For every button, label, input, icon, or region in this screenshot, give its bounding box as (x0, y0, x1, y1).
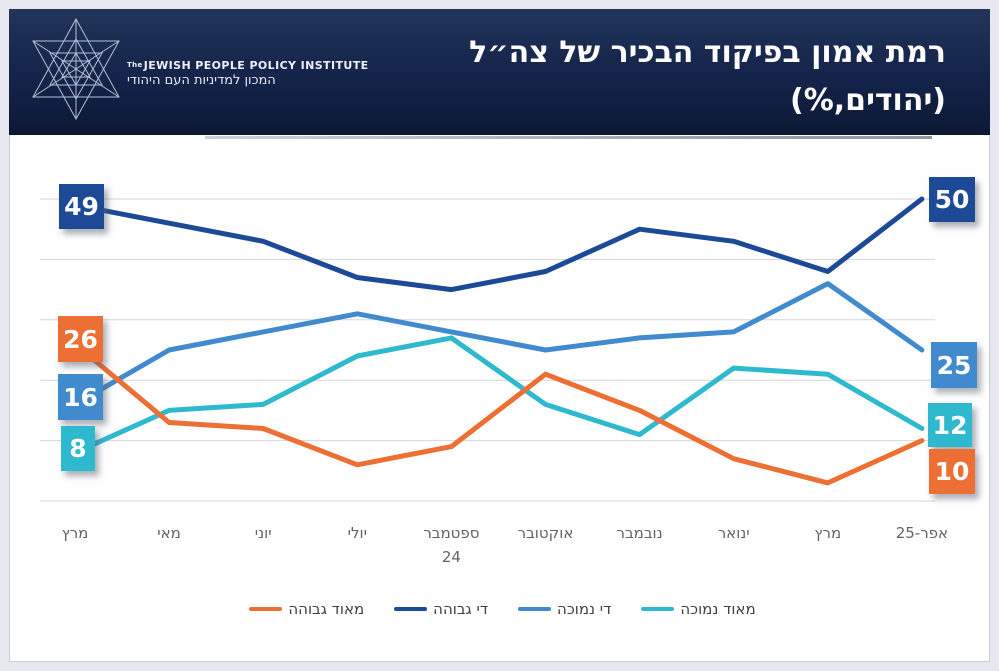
data-label-start-quite-high: 49 (59, 184, 104, 229)
legend-item-quite-high: די גבוהה (388, 600, 488, 618)
institute-name-english: TheJEWISH PEOPLE POLICY INSTITUTE (127, 59, 369, 72)
data-label-end-very-low: 12 (928, 403, 972, 447)
x-axis-label-text: יולי (347, 524, 367, 542)
x-axis-label-text: יוני (254, 524, 272, 542)
x-axis-label-text: אוקטובר (517, 524, 574, 542)
x-axis-label-text: ספטמבר (423, 524, 480, 542)
legend-line-swatch-icon (641, 607, 675, 611)
legend-item-quite-low: די נמוכה (512, 600, 611, 618)
very-low-series-line (72, 335, 925, 456)
legend-line-swatch-icon (394, 607, 428, 611)
legend-line-swatch-icon (249, 607, 283, 611)
data-label-end-very-high: 10 (929, 449, 975, 494)
data-label-end-quite-low: 25 (931, 342, 977, 388)
x-axis-label-7: ינואר (718, 521, 750, 545)
legend-label: די נמוכה (557, 600, 612, 618)
x-axis-label-text: מאי (157, 524, 181, 542)
legend-label: די גבוהה (433, 600, 489, 618)
legend-line-swatch-icon (518, 607, 552, 611)
chart-title-line2: (יהודים,%) (790, 83, 946, 118)
x-axis-label-text: אפר-25 (895, 524, 949, 542)
x-axis-label-2: יוני (255, 521, 272, 545)
legend-item-very-low: מאוד נמוכה (635, 600, 756, 618)
x-axis-label-0: מרץ (62, 521, 89, 545)
jppi-logo-star-icon (32, 17, 120, 121)
chart-legend: מאוד נמוכה די נמוכה די גבוהה מאוד גבוהה (0, 600, 999, 618)
x-axis-label-1: מאי (157, 521, 181, 545)
header-underline (205, 136, 932, 139)
data-label-end-quite-high: 50 (929, 177, 975, 222)
x-axis-label-8: מרץ (814, 521, 841, 545)
quite-high-series-line (72, 196, 925, 293)
x-axis-label-text: ינואר (717, 524, 750, 542)
data-label-start-quite-low: 16 (58, 374, 103, 420)
x-axis-label-9: אפר-25 (896, 521, 948, 545)
quite-low-series-line (72, 281, 925, 407)
institute-name: TheJEWISH PEOPLE POLICY INSTITUTE המכון … (127, 59, 369, 89)
x-axis-label-text: מרץ (814, 524, 842, 542)
very-high-series-line (72, 341, 925, 486)
x-axis-label-4: ספטמבר 24 (423, 521, 479, 569)
x-axis-label-6: נובמבר (617, 521, 663, 545)
header-banner: רמת אמון בפיקוד הבכיר של צה״ל (יהודים,%) (9, 9, 990, 135)
x-axis-label-text: מרץ (61, 524, 89, 542)
legend-item-very-high: מאוד גבוהה (243, 600, 364, 618)
x-axis-label-3: יולי (348, 521, 367, 545)
x-axis-label-subtext: 24 (441, 548, 461, 566)
chart-title-line1: רמת אמון בפיקוד הבכיר של צה״ל (469, 35, 946, 70)
legend-label: מאוד נמוכה (680, 600, 756, 618)
legend-label: מאוד גבוהה (288, 600, 365, 618)
x-axis-label-text: נובמבר (616, 524, 663, 542)
data-label-start-very-high: 26 (58, 316, 103, 362)
chart-title: רמת אמון בפיקוד הבכיר של צה״ל (יהודים,%) (469, 29, 946, 125)
data-label-start-very-low: 8 (61, 426, 95, 471)
x-axis-label-5: אוקטובר (518, 521, 574, 545)
institute-the-prefix: The (127, 61, 143, 69)
institute-name-hebrew: המכון למדיניות העם היהודי (127, 72, 276, 88)
